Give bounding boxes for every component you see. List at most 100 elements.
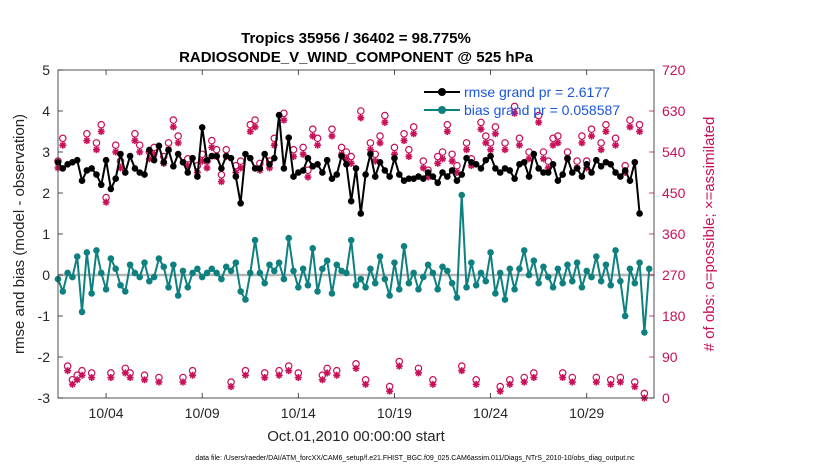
obs-assimilated-point	[64, 367, 72, 375]
obs-possible-point	[597, 139, 605, 147]
bias-point	[386, 292, 393, 299]
bias-point	[530, 257, 538, 264]
bias-point	[304, 281, 312, 289]
bias-point	[88, 290, 95, 297]
rmse-point	[256, 165, 264, 172]
y-left-tick-label: 3	[42, 144, 50, 160]
bias-point	[357, 275, 365, 283]
obs-possible-point	[174, 132, 182, 140]
bias-point	[535, 279, 542, 287]
rmse-point	[607, 161, 615, 168]
obs-assimilated-point	[328, 132, 336, 140]
bias-point	[280, 275, 288, 283]
bias-point	[429, 269, 437, 277]
bias-point	[328, 290, 336, 297]
rmse-point	[275, 111, 283, 119]
bias-point	[617, 277, 624, 285]
bias-point	[170, 261, 177, 269]
obs-assimilated-point	[458, 367, 466, 375]
obs-assimilated-point	[59, 141, 67, 149]
bias-point	[525, 271, 533, 279]
rmse-point	[131, 165, 139, 172]
obs-assimilated-point	[251, 123, 259, 131]
bias-point	[126, 261, 134, 269]
rmse-point	[525, 173, 533, 180]
bias-point	[573, 259, 581, 267]
bias-point	[112, 265, 119, 273]
obs-assimilated-point	[525, 155, 533, 163]
obs-assimilated-point	[141, 376, 149, 384]
rmse-point	[568, 169, 576, 176]
obs-assimilated-point	[203, 164, 211, 172]
bias-point	[631, 279, 639, 287]
bias-point	[198, 273, 206, 281]
obs-assimilated-point	[304, 173, 312, 181]
bias-point	[419, 273, 427, 281]
rmse-point	[583, 161, 591, 168]
bias-point	[323, 257, 331, 264]
rmse-point	[160, 158, 168, 166]
obs-assimilated-point	[496, 387, 504, 395]
rmse-point	[487, 152, 494, 160]
bias-point	[607, 281, 615, 289]
obs-possible-point	[409, 123, 418, 131]
obs-assimilated-point	[285, 367, 293, 375]
bias-point	[645, 265, 653, 273]
y-left-tick-label: -3	[38, 390, 51, 406]
bias-point	[93, 247, 100, 254]
rmse-point	[141, 171, 148, 178]
bias-point	[174, 292, 182, 299]
obs-assimilated-point	[482, 139, 490, 147]
rmse-point	[540, 169, 547, 176]
obs-assimilated-point	[362, 380, 370, 388]
y-left-tick-label: 2	[42, 185, 50, 201]
bias-point	[434, 286, 442, 293]
obs-possible-point	[510, 102, 519, 111]
rmse-point	[496, 169, 504, 176]
bias-point	[468, 259, 475, 267]
obs-assimilated-point	[559, 374, 567, 381]
bias-point	[400, 243, 408, 250]
y-right-tick-label: 720	[662, 62, 686, 78]
rmse-point	[362, 171, 369, 178]
bias-point	[146, 277, 153, 285]
obs-assimilated-point	[357, 114, 365, 122]
obs-assimilated-point	[155, 378, 163, 386]
bias-point	[179, 267, 187, 275]
rmse-point	[631, 158, 639, 166]
legend-rmse-marker	[438, 88, 446, 96]
rmse-point	[270, 154, 278, 162]
obs-assimilated-point	[405, 153, 413, 161]
obs-possible-point	[131, 129, 139, 138]
obs-assimilated-point	[520, 378, 528, 386]
obs-assimilated-point	[376, 139, 384, 147]
bias-point	[597, 277, 605, 285]
rmse-point	[564, 154, 571, 162]
obs-assimilated-point	[217, 178, 225, 186]
bias-point	[458, 191, 466, 199]
obs-assimilated-point	[439, 155, 447, 163]
bias-point	[439, 263, 446, 271]
x-tick-label: 10/19	[377, 405, 412, 421]
rmse-point	[78, 177, 86, 184]
obs-possible-point	[635, 120, 644, 129]
rmse-point	[319, 169, 326, 176]
obs-assimilated-point	[318, 376, 326, 384]
bias-point	[564, 261, 571, 269]
bias-point	[444, 267, 451, 275]
plot-area	[58, 70, 654, 398]
rmse-point	[386, 173, 393, 180]
bias-point	[602, 261, 610, 269]
obs-assimilated-series	[54, 109, 648, 402]
obs-possible-point	[376, 132, 384, 140]
bias-point	[583, 267, 591, 275]
rmse-point	[155, 142, 163, 150]
obs-assimilated-point	[83, 137, 91, 145]
obs-assimilated-point	[116, 164, 124, 172]
rmse-point	[227, 154, 235, 162]
bias-point	[299, 265, 307, 273]
x-tick-label: 10/29	[569, 405, 604, 421]
obs-possible-point	[611, 134, 620, 143]
bias-point	[511, 286, 518, 293]
bias-point	[107, 255, 115, 262]
